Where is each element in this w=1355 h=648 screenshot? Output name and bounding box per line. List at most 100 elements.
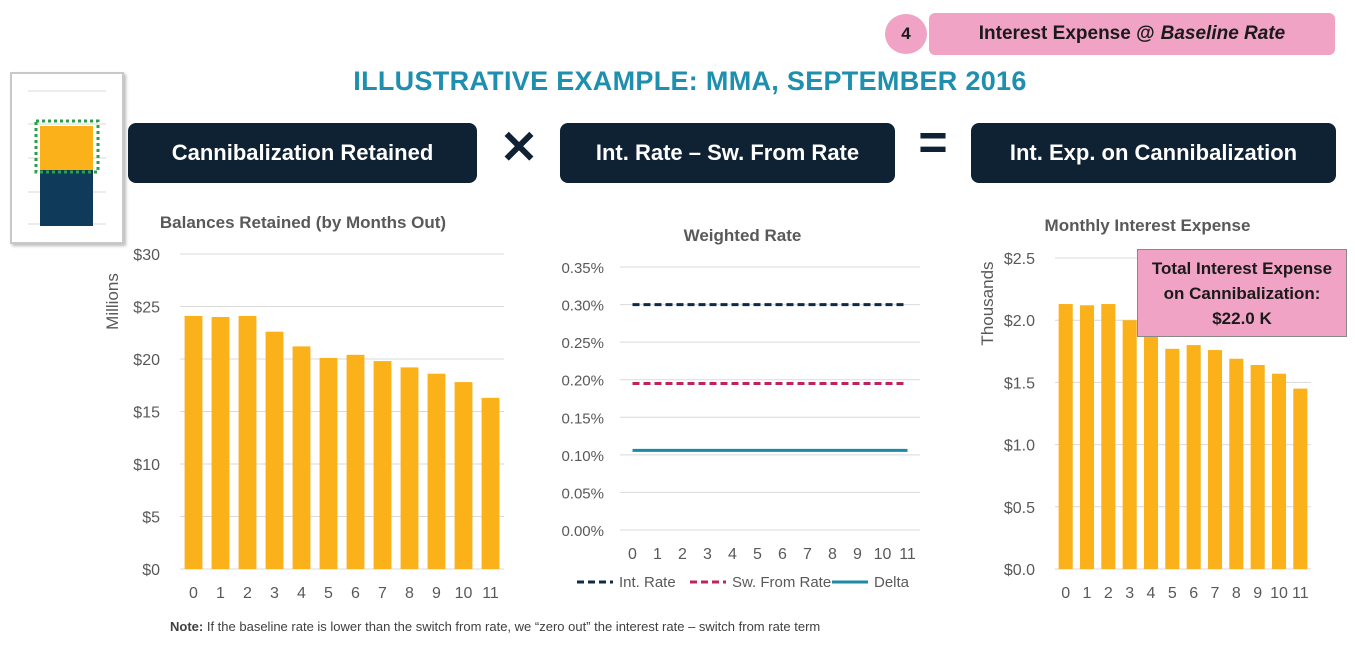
rate-ytick-label: 0.30% [561,298,604,315]
footnote-label: Note: [170,619,204,634]
expense-ytick-label: $2.0 [1004,313,1035,330]
expense-xtick-label: 7 [1211,585,1220,602]
rate-xtick-label: 10 [874,546,892,563]
balances-bar [427,373,446,569]
callout-line-3: $22.0 K [1212,308,1272,328]
expense-xtick-label: 4 [1147,585,1156,602]
chart-1-title: Balances Retained (by Months Out) [159,213,447,232]
rate-ytick-label: 0.35% [561,260,604,277]
rate-ytick-label: 0.05% [561,485,604,502]
rate-xtick-label: 6 [778,546,787,563]
legend-label: Int. Rate [619,574,676,591]
expense-xtick-label: 9 [1253,585,1262,602]
rate-ytick-label: 0.15% [561,410,604,427]
expense-bar [1165,348,1180,569]
expense-ytick-label: $2.5 [1004,251,1035,268]
balances-ytick-label: $10 [133,457,160,474]
rate-xtick-label: 11 [899,546,916,563]
step-number-badge: 4 [885,14,927,54]
rate-xtick-label: 0 [628,546,637,563]
expense-ytick-label: $1.0 [1004,438,1035,455]
stacked-bar-thumbnail-icon [10,72,124,244]
rate-ytick-label: 0.00% [561,523,604,540]
interest-expense-box: Int. Exp. on Cannibalization [971,123,1336,183]
expense-xtick-label: 6 [1189,585,1198,602]
rate-xtick-label: 4 [728,546,737,563]
balances-bar [238,315,257,569]
balances-xtick-label: 5 [324,585,333,602]
expense-ytick-label: $0.0 [1004,562,1035,579]
balances-ytick-label: $5 [142,510,160,527]
rate-xtick-label: 8 [828,546,837,563]
balances-ytick-label: $25 [133,300,160,317]
balances-xtick-label: 0 [189,585,198,602]
balances-bar [454,382,473,569]
expense-bar [1186,345,1201,569]
expense-bar [1122,320,1137,569]
balances-retained-chart: $0 $5 $10 $15 $20 $25 $30 0 1 2 3 4 5 6 7 8 9 10 11 Million… [103,247,504,602]
balances-bar [400,367,419,569]
balances-ytick-label: $20 [133,352,160,369]
balances-xtick-label: 10 [455,585,473,602]
expense-xtick-label: 11 [1292,585,1309,602]
rate-ytick-label: 0.10% [561,448,604,465]
step-label-prefix: Interest Expense @ [978,23,1155,44]
expense-xtick-label: 3 [1125,585,1134,602]
legend-label: Delta [874,574,910,591]
callout-line-2: on Cannibalization: [1163,283,1321,303]
expense-xtick-label: 2 [1104,585,1113,602]
expense-xtick-label: 10 [1270,585,1288,602]
rate-xtick-label: 1 [653,546,662,563]
balances-xtick-label: 4 [297,585,306,602]
rate-xtick-label: 3 [703,546,712,563]
expense-bar [1143,335,1159,569]
balances-ytick-label: $30 [133,247,160,264]
balances-bar [184,315,203,569]
balances-bar [373,361,392,569]
total-interest-callout: Total Interest Expense on Cannibalizatio… [1137,249,1347,337]
chart-2-title: Weighted Rate [683,226,802,245]
balances-xtick-label: 6 [351,585,360,602]
expense-xtick-label: 5 [1168,585,1177,602]
legend-label: Sw. From Rate [732,574,831,591]
equals-icon: = [918,114,948,170]
page-title: ILLUSTRATIVE EXAMPLE: MMA, SEPTEMBER 201… [353,66,1027,96]
balances-xtick-label: 8 [405,585,414,602]
rate-difference-box: Int. Rate – Sw. From Rate [560,123,895,183]
expense-xtick-label: 0 [1061,585,1070,602]
expense-bar [1079,305,1095,569]
balances-xtick-label: 3 [270,585,279,602]
rate-xtick-label: 2 [678,546,687,563]
monthly-interest-expense-chart: $0.0 $0.5 $1.0 $1.5 $2.0 $2.5 0 1 2 3 4 5 6 7 8 9 10 11 Th… [978,251,1311,602]
balances-xtick-label: 11 [482,585,499,602]
expense-bar [1293,388,1308,569]
balances-bar [319,357,338,569]
footnote-text: If the baseline rate is lower than the s… [206,619,821,634]
expense-bar [1058,304,1073,569]
expense-ytick-label: $0.5 [1004,500,1035,517]
expense-bar [1229,358,1244,569]
rate-ytick-label: 0.20% [561,373,604,390]
balances-xtick-label: 2 [243,585,252,602]
balances-xtick-label: 1 [216,585,225,602]
rate-xtick-label: 5 [753,546,762,563]
expense-bar [1101,304,1116,569]
expense-ylabel: Thousands [978,261,997,345]
rate-xtick-label: 7 [803,546,812,563]
rate-ytick-label: 0.25% [561,335,604,352]
rate-xtick-label: 9 [853,546,862,563]
expense-xtick-label: 8 [1232,585,1241,602]
balances-bar [211,317,230,569]
balances-xtick-label: 7 [378,585,387,602]
expense-bar [1207,350,1223,569]
callout-line-1: Total Interest Expense [1151,258,1333,278]
footnote: Note: If the baseline rate is lower than… [170,619,820,634]
step-label-emphasis: Baseline Rate [1160,23,1286,44]
multiply-icon: ✕ [499,121,539,173]
weighted-rate-chart: 0.00% 0.05% 0.10% 0.15% 0.20% 0.25% 0.30% 0.35%… [561,260,920,591]
expense-bar [1271,373,1287,569]
expense-bar [1250,364,1265,569]
balances-xtick-label: 9 [432,585,441,602]
cannibalization-retained-box: Cannibalization Retained [128,123,477,183]
step-label-badge: Interest Expense @ Baseline Rate [929,13,1335,55]
